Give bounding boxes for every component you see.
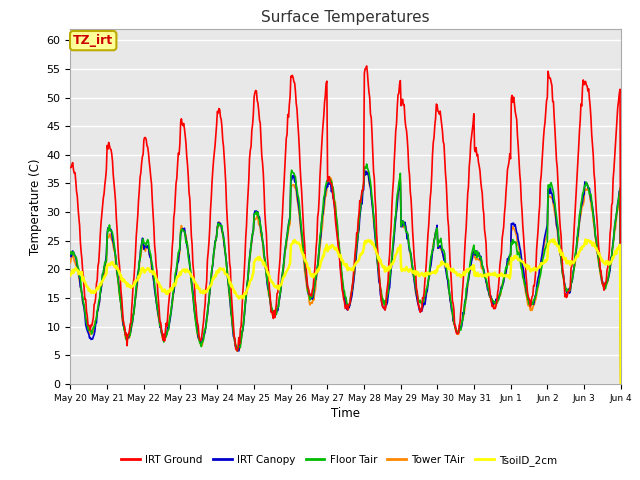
IRT Ground bbox=[413, 289, 421, 295]
Tower TAir bbox=[413, 297, 421, 302]
IRT Canopy bbox=[617, 380, 625, 385]
Floor Tair bbox=[617, 380, 625, 386]
IRT Ground bbox=[133, 223, 141, 228]
Tower TAir bbox=[77, 283, 84, 288]
Floor Tair bbox=[429, 245, 437, 251]
Line: IRT Ground: IRT Ground bbox=[70, 66, 621, 384]
Line: Floor Tair: Floor Tair bbox=[70, 164, 621, 383]
Tower TAir bbox=[360, 168, 368, 174]
Floor Tair bbox=[363, 161, 371, 167]
IRT Canopy bbox=[67, 252, 74, 258]
Tower TAir bbox=[67, 260, 74, 265]
IRT Ground bbox=[67, 165, 74, 170]
TsoilD_2cm bbox=[189, 275, 196, 280]
TsoilD_2cm bbox=[429, 269, 436, 275]
IRT Canopy bbox=[218, 227, 226, 233]
Floor Tair bbox=[67, 251, 74, 257]
TsoilD_2cm bbox=[218, 266, 226, 272]
Floor Tair bbox=[189, 293, 196, 299]
Floor Tair bbox=[413, 291, 421, 297]
Floor Tair bbox=[77, 275, 84, 280]
Line: Tower TAir: Tower TAir bbox=[70, 171, 621, 384]
IRT Canopy bbox=[362, 168, 370, 174]
TsoilD_2cm bbox=[133, 277, 141, 283]
Line: TsoilD_2cm: TsoilD_2cm bbox=[70, 240, 621, 384]
Floor Tair bbox=[133, 277, 141, 283]
TsoilD_2cm bbox=[77, 271, 84, 276]
TsoilD_2cm bbox=[617, 382, 625, 387]
IRT Ground bbox=[363, 63, 371, 69]
IRT Canopy bbox=[429, 247, 437, 252]
Tower TAir bbox=[189, 292, 196, 298]
IRT Ground bbox=[429, 140, 437, 145]
Tower TAir bbox=[429, 241, 437, 247]
Title: Surface Temperatures: Surface Temperatures bbox=[261, 10, 430, 25]
IRT Ground bbox=[189, 261, 196, 266]
IRT Ground bbox=[218, 124, 226, 130]
Line: IRT Canopy: IRT Canopy bbox=[70, 171, 621, 383]
TsoilD_2cm bbox=[413, 268, 420, 274]
IRT Canopy bbox=[133, 281, 141, 287]
IRT Ground bbox=[617, 381, 625, 387]
Tower TAir bbox=[617, 382, 625, 387]
Y-axis label: Temperature (C): Temperature (C) bbox=[29, 158, 42, 255]
Floor Tair bbox=[218, 223, 226, 228]
IRT Canopy bbox=[413, 297, 421, 302]
TsoilD_2cm bbox=[67, 273, 74, 278]
IRT Canopy bbox=[189, 288, 196, 294]
X-axis label: Time: Time bbox=[331, 407, 360, 420]
TsoilD_2cm bbox=[549, 237, 557, 242]
Text: TZ_irt: TZ_irt bbox=[73, 34, 113, 47]
Tower TAir bbox=[218, 229, 226, 235]
IRT Canopy bbox=[77, 284, 84, 290]
IRT Ground bbox=[77, 239, 84, 245]
Tower TAir bbox=[133, 285, 141, 291]
Legend: IRT Ground, IRT Canopy, Floor Tair, Tower TAir, TsoilD_2cm: IRT Ground, IRT Canopy, Floor Tair, Towe… bbox=[117, 451, 561, 470]
